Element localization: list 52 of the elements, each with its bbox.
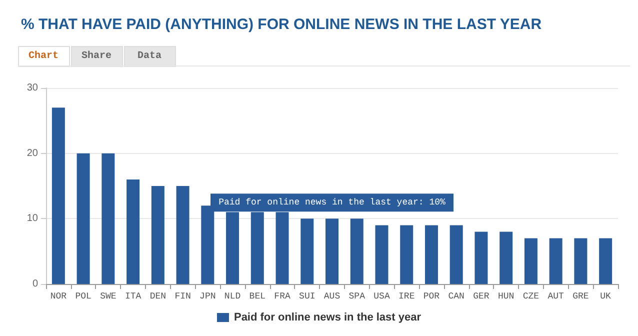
- x-tick-label: JPN: [200, 292, 216, 302]
- x-tick-label: AUS: [324, 292, 340, 302]
- x-tick-label: FIN: [174, 292, 191, 302]
- y-tick-label: 0: [32, 278, 38, 290]
- bar: [474, 232, 488, 284]
- bar: [176, 186, 190, 284]
- annotation: Paid for online news in the last year: 10%: [218, 198, 446, 208]
- x-tick-label: DEN: [150, 292, 166, 302]
- bar: [126, 179, 140, 284]
- bar: [574, 238, 588, 284]
- bar: [102, 153, 115, 284]
- x-tick-label: UK: [600, 292, 612, 302]
- bar: [524, 238, 538, 284]
- x-tick-label: BEL: [249, 292, 266, 302]
- bar: [326, 218, 338, 284]
- y-tick-label: 10: [26, 213, 38, 224]
- x-tick-label: CZE: [522, 292, 540, 302]
- x-tick-label: POR: [423, 292, 440, 302]
- bar: [500, 232, 513, 284]
- x-tick-label: GRE: [572, 292, 589, 302]
- bar: [450, 225, 463, 284]
- bar: [300, 218, 314, 284]
- chart-title: % THAT HAVE PAID (ANYTHING) FOR ONLINE NEWS IN THE LAST YEAR: [21, 16, 542, 33]
- bar: [350, 218, 364, 284]
- y-tick-label: 30: [26, 82, 38, 94]
- bar: [76, 153, 90, 284]
- x-tick-label: NLD: [224, 292, 241, 302]
- bar: [151, 186, 164, 284]
- x-tick-label: FRA: [274, 292, 291, 302]
- x-tick-label: GER: [473, 292, 490, 302]
- x-tick-label: CAN: [448, 292, 464, 302]
- text: Data: [137, 51, 162, 62]
- x-tick-label: HUN: [498, 292, 514, 302]
- text: Share: [81, 50, 112, 62]
- bar: [549, 238, 562, 284]
- bar: [599, 238, 612, 284]
- text: Chart: [28, 50, 59, 62]
- bar: [424, 225, 438, 284]
- bar: [375, 225, 388, 284]
- x-tick-label: SUI: [299, 292, 316, 302]
- x-tick-label: USA: [374, 292, 390, 302]
- x-tick-label: IRE: [398, 292, 415, 302]
- x-tick-label: NOR: [50, 292, 68, 302]
- x-tick-label: AUT: [548, 292, 565, 302]
- y-tick-label: 20: [26, 148, 38, 159]
- x-tick-label: POL: [75, 292, 92, 302]
- x-tick-label: SWE: [100, 292, 116, 302]
- legend-label: Paid for online news in the last year: [234, 312, 422, 324]
- bar: [52, 108, 65, 284]
- x-tick-label: ITA: [124, 292, 142, 302]
- bar: [400, 225, 414, 284]
- x-tick-label: SPA: [348, 292, 366, 302]
